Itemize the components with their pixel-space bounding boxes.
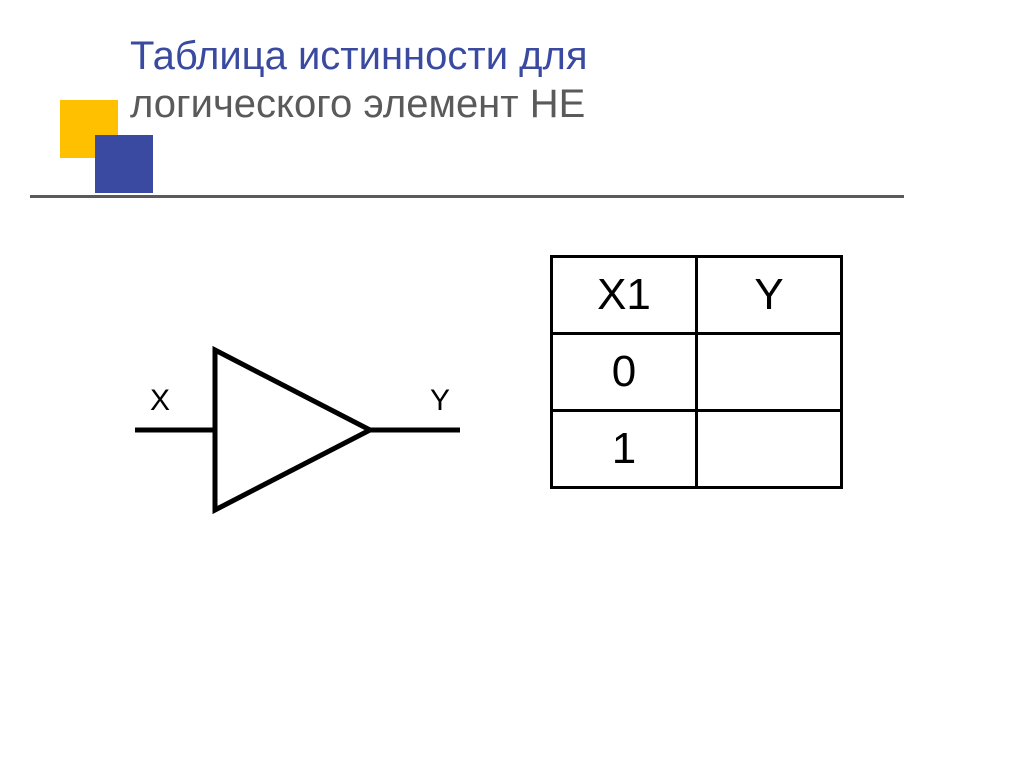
- table-cell: 0: [552, 334, 697, 411]
- table-row: X1 Y: [552, 257, 842, 334]
- table-cell: [697, 411, 842, 488]
- table-row: 1: [552, 411, 842, 488]
- table-cell: 1: [552, 411, 697, 488]
- table-row: 0: [552, 334, 842, 411]
- deco-square-blue: [95, 135, 153, 193]
- table-header-x1: X1: [552, 257, 697, 334]
- gate-input-label: X: [150, 384, 170, 417]
- divider-line: [30, 195, 904, 198]
- slide-title: Таблица истинности для логического элеме…: [130, 32, 588, 128]
- slide: Таблица истинности для логического элеме…: [0, 0, 1024, 767]
- gate-triangle: [215, 350, 370, 510]
- truth-table: X1 Y 0 1: [550, 255, 843, 489]
- title-line-1: Таблица истинности для: [130, 34, 588, 78]
- table-cell: [697, 334, 842, 411]
- gate-output-label: Y: [430, 384, 450, 417]
- table-header-y: Y: [697, 257, 842, 334]
- not-gate-diagram: X Y: [135, 330, 475, 550]
- title-line-2: логического элемент НЕ: [130, 82, 585, 126]
